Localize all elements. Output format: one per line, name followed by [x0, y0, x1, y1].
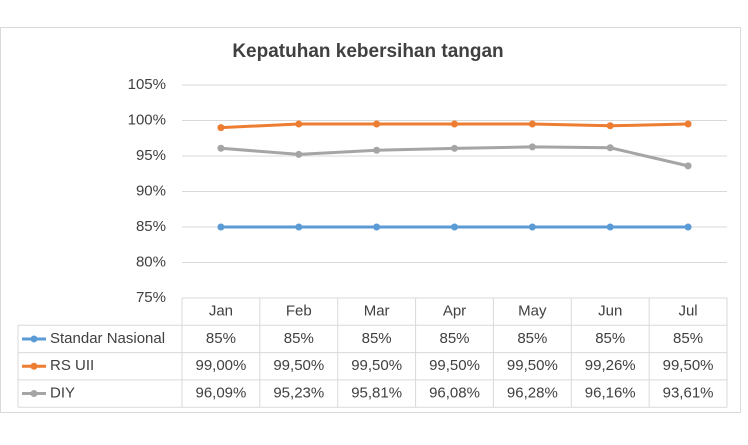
table-value: 96,28%: [507, 385, 558, 402]
chart-title: Kepatuhan kebersihan tangan: [232, 41, 503, 62]
data-point: [217, 124, 225, 132]
data-point: [451, 223, 458, 231]
data-point: [451, 120, 458, 128]
data-point: [373, 223, 381, 231]
data-point: [684, 223, 692, 231]
table-value: 99,50%: [351, 357, 402, 374]
y-tick-label: 90%: [136, 182, 166, 199]
legend-marker: [30, 335, 38, 343]
table-value: 85%: [206, 330, 236, 347]
x-tick-label: Feb: [286, 303, 312, 320]
table-value: 85%: [673, 330, 703, 347]
data-point: [295, 223, 303, 231]
x-tick-label: Jul: [678, 303, 697, 320]
data-point: [606, 223, 614, 231]
x-tick-label: Mar: [364, 303, 390, 320]
x-tick-label: May: [518, 303, 547, 320]
data-point: [684, 120, 692, 128]
legend-marker: [30, 362, 38, 370]
data-point: [684, 162, 692, 170]
data-point: [295, 150, 303, 158]
table-value: 85%: [595, 330, 625, 347]
chart-frame: [0, 27, 741, 413]
y-tick-label: 80%: [136, 253, 166, 270]
data-point: [295, 120, 303, 128]
table-value: 96,16%: [585, 385, 636, 402]
y-tick-label: 95%: [136, 147, 166, 164]
x-tick-label: Jan: [209, 303, 233, 320]
table-value: 93,61%: [663, 385, 714, 402]
table-value: 95,23%: [273, 385, 324, 402]
data-point: [373, 146, 381, 154]
table-value: 85%: [362, 330, 392, 347]
table-value: 96,09%: [195, 385, 246, 402]
table-value: 99,26%: [585, 357, 636, 374]
data-point: [217, 223, 225, 231]
y-tick-label: 105%: [128, 76, 166, 93]
legend-label: Standar Nasional: [50, 330, 165, 347]
legend-marker: [30, 390, 38, 398]
data-point: [451, 144, 458, 152]
table-value: 95,81%: [351, 385, 402, 402]
data-point: [606, 144, 614, 152]
x-tick-label: Jun: [598, 303, 622, 320]
data-point: [528, 223, 536, 231]
data-point: [217, 144, 225, 152]
data-point: [528, 120, 536, 128]
table-value: 99,50%: [663, 357, 714, 374]
legend-label: RS UII: [50, 357, 94, 374]
x-tick-label: Apr: [443, 303, 466, 320]
table-value: 99,00%: [195, 357, 246, 374]
y-tick-label: 75%: [136, 289, 166, 306]
table-value: 85%: [284, 330, 314, 347]
legend-label: DIY: [50, 385, 75, 402]
y-tick-label: 85%: [136, 218, 166, 235]
table-value: 99,50%: [429, 357, 480, 374]
table-value: 99,50%: [273, 357, 324, 374]
table-value: 85%: [439, 330, 469, 347]
table-value: 85%: [517, 330, 547, 347]
data-point: [373, 120, 381, 128]
y-tick-label: 100%: [128, 111, 166, 128]
table-value: 96,08%: [429, 385, 480, 402]
data-point: [606, 122, 614, 130]
data-point: [528, 143, 536, 151]
table-value: 99,50%: [507, 357, 558, 374]
